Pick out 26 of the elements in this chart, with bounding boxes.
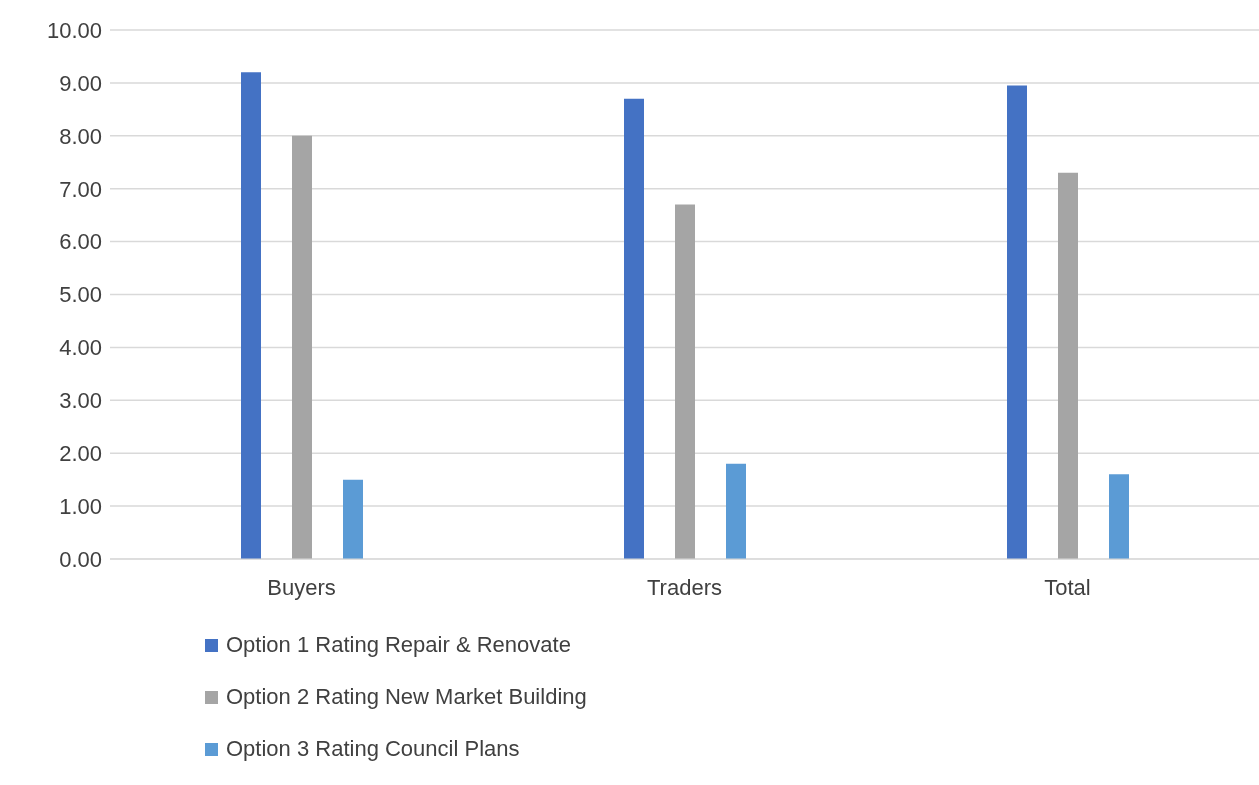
bar bbox=[624, 98, 644, 559]
legend-label: Option 2 Rating New Market Building bbox=[226, 684, 587, 710]
bar bbox=[1058, 172, 1078, 559]
y-tick-label: 9.00 bbox=[59, 70, 102, 96]
y-tick-label: 5.00 bbox=[59, 282, 102, 308]
legend-label: Option 1 Rating Repair & Renovate bbox=[226, 632, 571, 658]
y-tick-label: 2.00 bbox=[59, 441, 102, 467]
y-tick-label: 8.00 bbox=[59, 123, 102, 149]
x-tick-label: Total bbox=[1044, 574, 1091, 600]
legend-label: Option 3 Rating Council Plans bbox=[226, 736, 520, 762]
bar bbox=[241, 72, 261, 559]
bar bbox=[1007, 85, 1027, 559]
y-tick-label: 4.00 bbox=[59, 335, 102, 361]
bar bbox=[1109, 474, 1129, 559]
bar bbox=[726, 463, 746, 559]
bar bbox=[343, 479, 363, 559]
x-tick-label: Traders bbox=[647, 574, 722, 600]
y-tick-label: 7.00 bbox=[59, 176, 102, 202]
y-tick-label: 6.00 bbox=[59, 229, 102, 255]
x-tick-label: Buyers bbox=[267, 574, 336, 600]
y-tick-label: 0.00 bbox=[59, 546, 102, 572]
bar bbox=[292, 135, 312, 559]
y-tick-label: 3.00 bbox=[59, 388, 102, 414]
bar bbox=[675, 204, 695, 559]
y-tick-label: 10.00 bbox=[46, 17, 102, 43]
y-tick-label: 1.00 bbox=[59, 493, 102, 519]
